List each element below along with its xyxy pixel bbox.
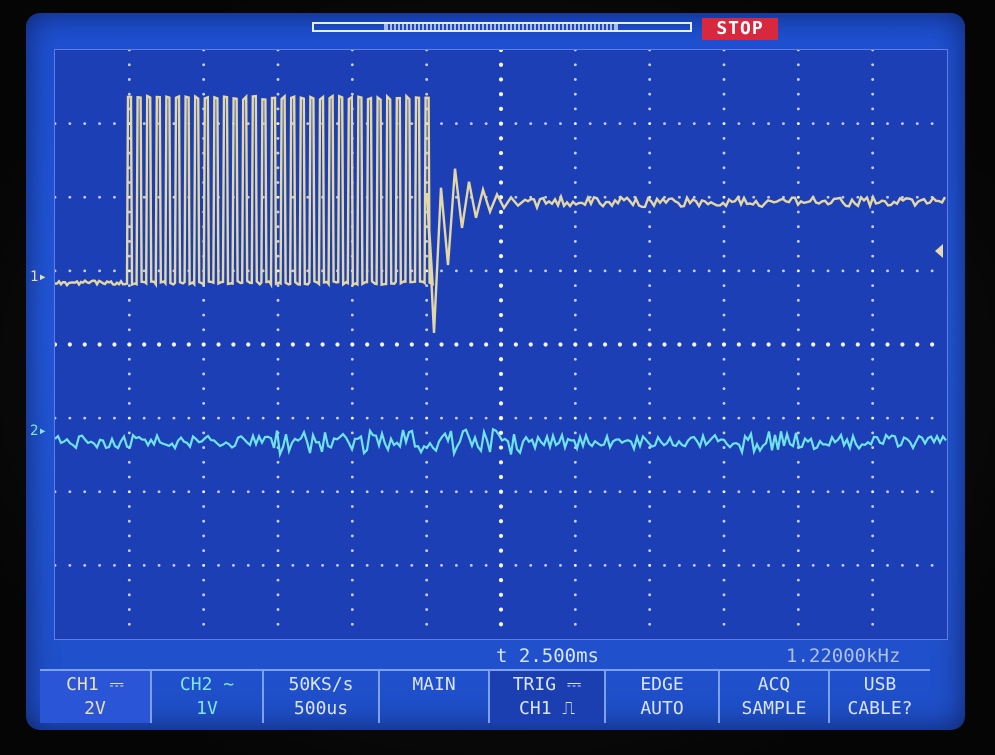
ch1-menu-key[interactable]: CH1 ⎓ 2V <box>40 669 150 723</box>
main-label: MAIN <box>380 673 488 697</box>
memory-position-bar <box>312 22 692 32</box>
ch2-coupling-label: CH2 ∼ <box>152 673 262 697</box>
trigger-level-arrow <box>935 244 943 258</box>
waveform-graticule <box>54 49 948 640</box>
usb-key[interactable]: USB CABLE? <box>828 669 930 723</box>
acquire-key[interactable]: ACQ SAMPLE <box>718 669 828 723</box>
memory-window-indicator <box>384 24 618 30</box>
time-per-div-label: 500us <box>264 697 378 721</box>
trigger-key[interactable]: TRIG ⎓ CH1 ⎍ <box>488 669 604 723</box>
graticule-svg <box>55 50 947 639</box>
sample-rate-label: 50KS/s <box>264 673 378 697</box>
top-status-bar: STOP <box>26 13 965 47</box>
ch1-scale-label: 2V <box>40 697 150 721</box>
grid-dots <box>55 50 934 626</box>
frequency-readout: 1.22000kHz <box>786 645 900 669</box>
trigger-mode-label: AUTO <box>606 697 718 721</box>
ch1-ground-marker: 1▸ <box>30 269 47 285</box>
edge-key[interactable]: EDGE AUTO <box>604 669 718 723</box>
softkey-menu: CH1 ⎓ 2V CH2 ∼ 1V 50KS/s 500us MAIN TRIG… <box>40 669 950 723</box>
acquire-mode-label: SAMPLE <box>720 697 828 721</box>
trigger-time-readout: t 2.500ms <box>496 645 599 669</box>
usb-label: USB <box>830 673 930 697</box>
ch2-ground-marker: 2▸ <box>30 423 47 439</box>
acquire-label: ACQ <box>720 673 828 697</box>
oscilloscope-screen: STOP 1▸ 2▸ t 2.500ms 1.22000kHz CH1 ⎓ 2V… <box>26 13 965 730</box>
main-key[interactable]: MAIN <box>378 669 488 723</box>
timebase-key[interactable]: 50KS/s 500us <box>262 669 378 723</box>
trigger-type-label: EDGE <box>606 673 718 697</box>
ch2-menu-key[interactable]: CH2 ∼ 1V <box>150 669 262 723</box>
ch1-coupling-label: CH1 ⎓ <box>40 673 150 697</box>
trigger-source-label: CH1 ⎍ <box>490 697 604 721</box>
trigger-coupling-label: TRIG ⎓ <box>490 673 604 697</box>
run-stop-status: STOP <box>702 18 778 40</box>
ch2-scale-label: 1V <box>152 697 262 721</box>
ch1-waveform-trace <box>55 96 945 333</box>
usb-status-label: CABLE? <box>830 697 930 721</box>
